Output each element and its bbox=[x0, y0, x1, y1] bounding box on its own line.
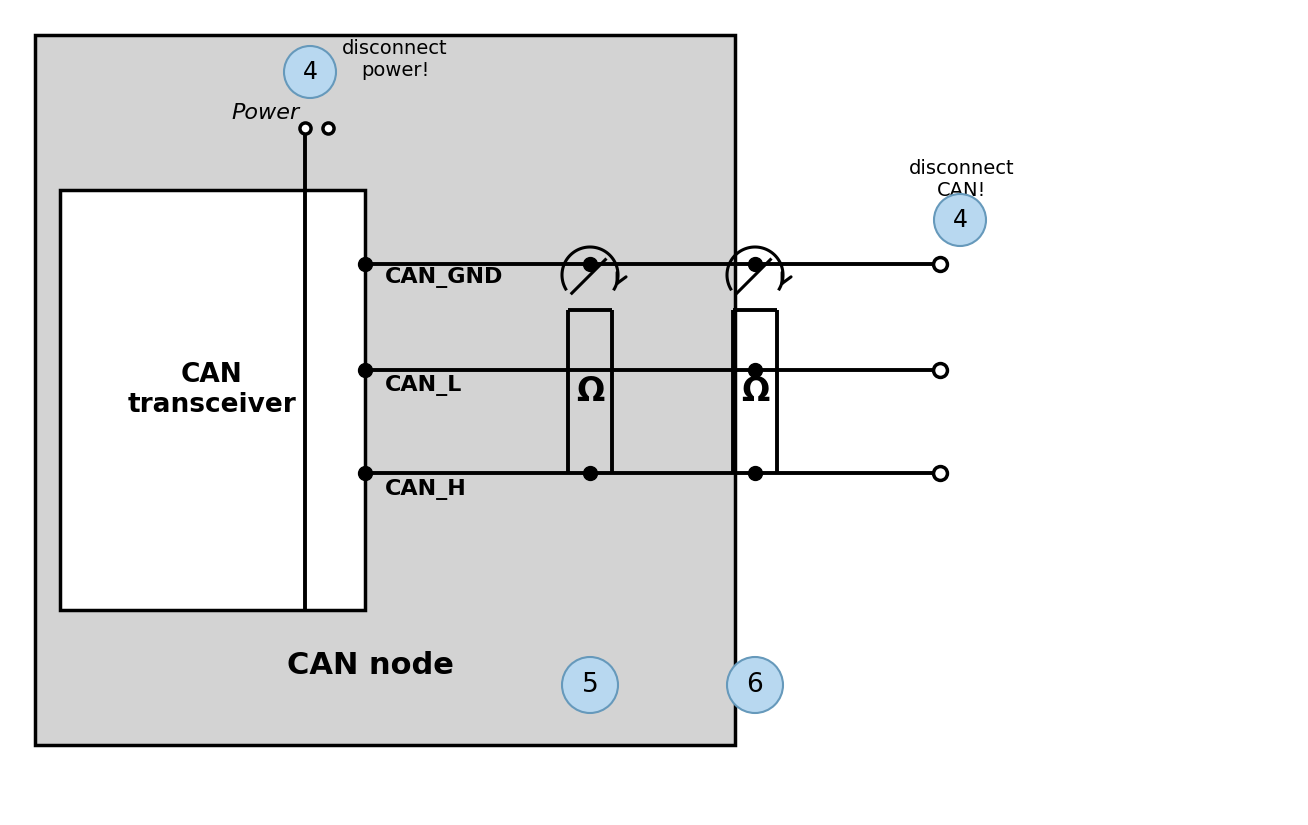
Text: disconnect
power!: disconnect power! bbox=[343, 40, 447, 81]
Text: 4: 4 bbox=[952, 208, 968, 232]
Circle shape bbox=[727, 657, 783, 713]
Circle shape bbox=[562, 657, 617, 713]
Text: Ω: Ω bbox=[576, 375, 604, 408]
Bar bbox=[35, 35, 735, 745]
Bar bbox=[60, 190, 365, 610]
Text: Power: Power bbox=[232, 103, 300, 123]
Text: disconnect
CAN!: disconnect CAN! bbox=[909, 159, 1015, 200]
Text: CAN_GND: CAN_GND bbox=[385, 267, 504, 289]
Circle shape bbox=[284, 46, 336, 98]
Text: CAN
transceiver: CAN transceiver bbox=[128, 362, 297, 418]
Text: 5: 5 bbox=[582, 672, 598, 698]
Circle shape bbox=[934, 194, 986, 246]
Text: CAN_L: CAN_L bbox=[385, 375, 462, 395]
Text: CAN_H: CAN_H bbox=[385, 479, 467, 501]
Text: Ω: Ω bbox=[740, 375, 769, 408]
Text: 6: 6 bbox=[747, 672, 764, 698]
Text: 4: 4 bbox=[302, 60, 318, 84]
Text: CAN node: CAN node bbox=[286, 650, 454, 680]
